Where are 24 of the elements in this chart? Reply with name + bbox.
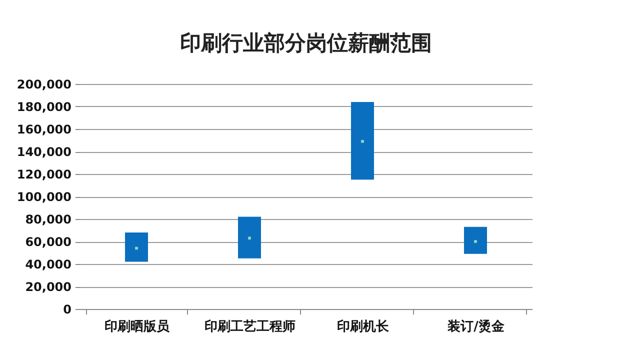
y-tick-label: 140,000 <box>16 145 72 159</box>
chart-title: 印刷行业部分岗位薪酬范围 <box>180 31 432 55</box>
y-tick-label: 0 <box>63 302 72 316</box>
bar <box>125 232 148 262</box>
x-tick-label: 印刷机长 <box>337 318 390 334</box>
y-tick-label: 160,000 <box>16 122 72 136</box>
point <box>361 140 364 143</box>
point <box>474 240 477 243</box>
y-tick-label: 100,000 <box>16 190 72 204</box>
y-tick-label: 120,000 <box>16 168 72 182</box>
bar <box>351 102 374 180</box>
y-tick-label: 200,000 <box>16 78 72 92</box>
y-tick-label: 40,000 <box>25 258 72 272</box>
point <box>135 246 138 250</box>
y-tick-label: 180,000 <box>16 100 72 114</box>
y-tick-label: 20,000 <box>25 280 72 294</box>
point <box>248 236 251 240</box>
x-tick-label: 装订/烫金 <box>446 318 506 334</box>
x-tick-label: 印刷晒版员 <box>104 318 170 334</box>
bar <box>238 216 261 258</box>
y-tick-label: 80,000 <box>25 212 72 226</box>
y-tick-label: 60,000 <box>25 235 72 249</box>
bar <box>464 226 487 254</box>
x-tick-label: 印刷工艺工程师 <box>204 318 296 334</box>
